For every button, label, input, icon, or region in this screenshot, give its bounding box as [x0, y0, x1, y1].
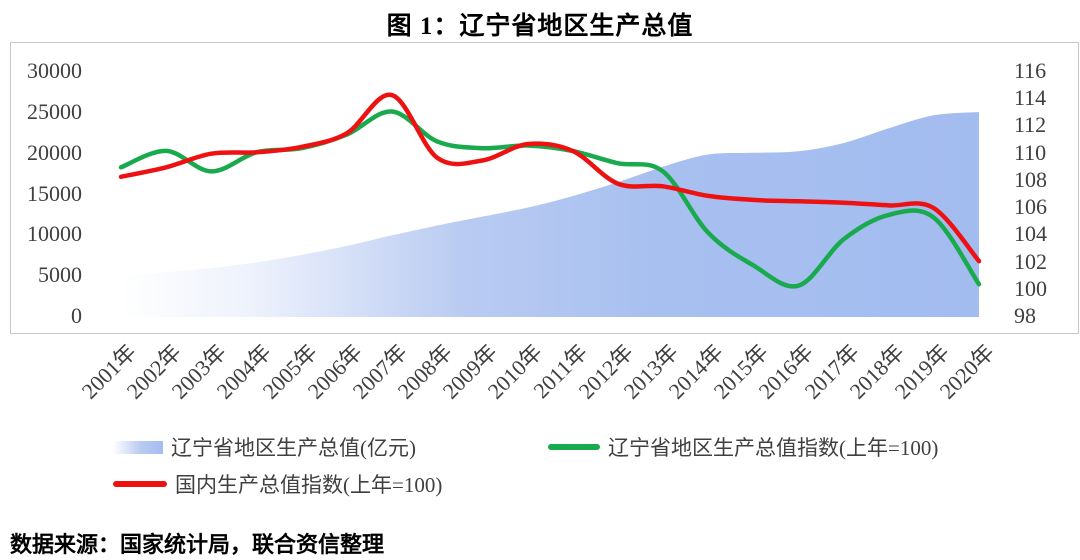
y-axis-tick-right: 100	[1014, 275, 1047, 301]
y-axis-tick-left: 5000	[38, 262, 82, 288]
legend-swatch-national-index	[113, 481, 167, 487]
legend-swatch-liaoning-index	[548, 444, 600, 450]
y-axis-tick-left: 0	[71, 303, 82, 328]
y-axis-tick-right: 102	[1014, 248, 1047, 274]
gdp-area-path	[121, 112, 979, 317]
legend-item-liaoning-index: 辽宁省地区生产总值指数(上年=100)	[548, 433, 938, 461]
y-axis-tick-right: 106	[1014, 194, 1047, 220]
combo-chart-svg	[118, 92, 982, 317]
y-axis-tick-right: 104	[1014, 221, 1047, 247]
y-axis-tick-left: 25000	[27, 98, 82, 124]
figure-title: 图 1：辽宁省地区生产总值	[386, 13, 694, 40]
source-note: 数据来源：国家统计局，联合资信整理	[10, 532, 385, 557]
y-axis-tick-right: 116	[1014, 58, 1047, 83]
y-axis-tick-left: 10000	[27, 221, 82, 247]
y-axis-tick-right: 110	[1014, 139, 1047, 165]
legend-label-gdp-area: 辽宁省地区生产总值(亿元)	[171, 436, 416, 460]
legend-label-national-index: 国内生产总值指数(上年=100)	[175, 473, 443, 497]
legend-label-liaoning-index: 辽宁省地区生产总值指数(上年=100)	[608, 436, 939, 460]
plot-frame	[10, 42, 1079, 334]
y-axis-tick-left: 15000	[27, 180, 82, 206]
y-axis-tick-left: 20000	[27, 139, 82, 165]
y-axis-tick-right: 112	[1014, 112, 1047, 138]
y-axis-tick-right: 114	[1014, 85, 1047, 111]
y-axis-tick-left: 30000	[27, 58, 82, 83]
legend-item-national-index: 国内生产总值指数(上年=100)	[113, 470, 442, 498]
national-gdp-index-line	[118, 92, 982, 264]
legend-item-gdp-area: 辽宁省地区生产总值(亿元)	[113, 433, 416, 461]
legend-swatch-gdp-area	[113, 440, 163, 454]
y-axis-tick-right: 108	[1014, 166, 1047, 192]
y-axis-tick-right: 98	[1014, 303, 1036, 328]
